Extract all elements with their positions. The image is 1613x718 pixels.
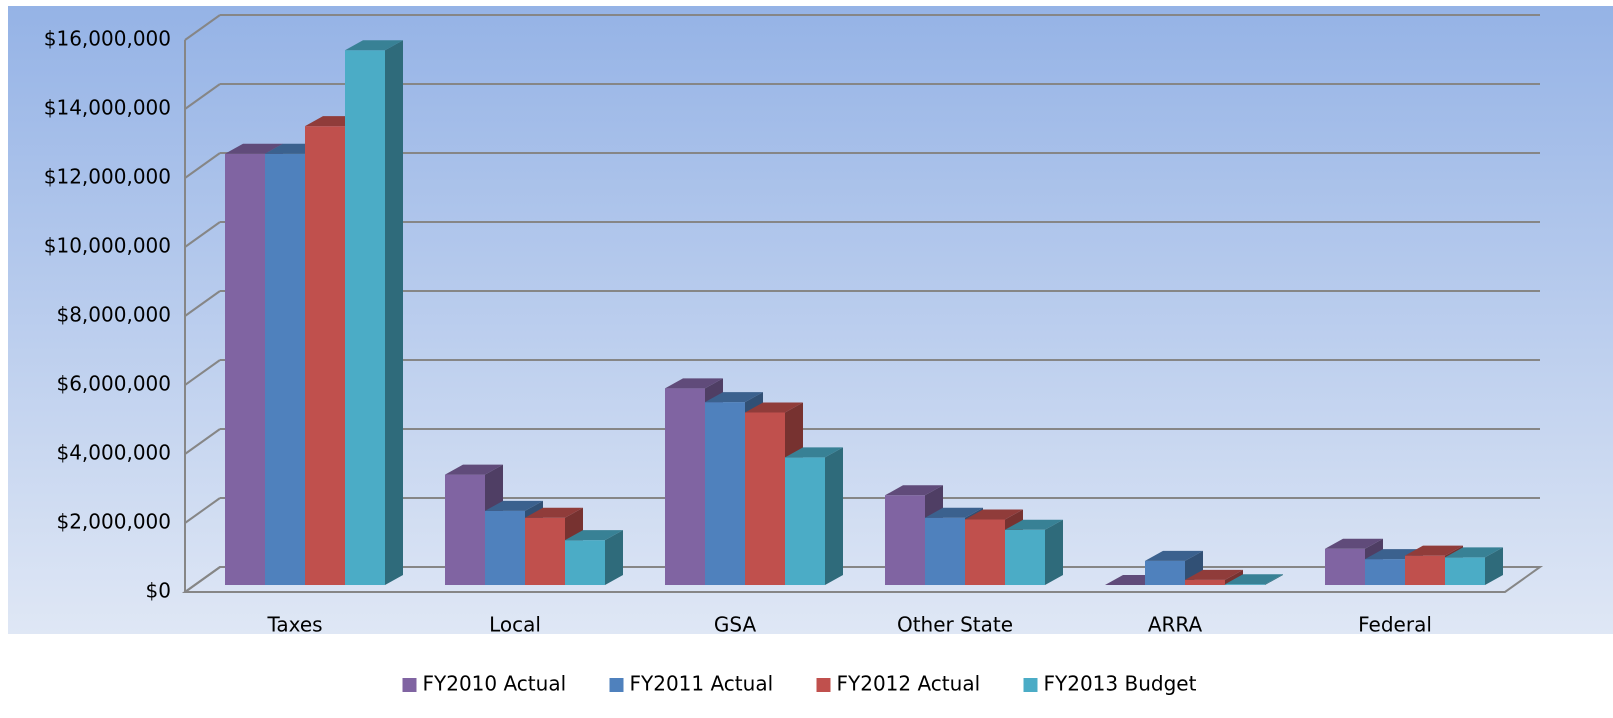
bar-top	[525, 507, 583, 518]
bar-top	[1405, 545, 1463, 556]
y-tick-label: $4,000,000	[56, 441, 171, 465]
bar-top	[1445, 547, 1503, 558]
bar-top	[485, 500, 543, 511]
bar-front	[525, 517, 565, 585]
y-tick-label: $14,000,000	[44, 96, 171, 120]
bar-front	[445, 474, 485, 585]
legend-swatch	[609, 678, 624, 692]
bar-top	[225, 143, 283, 154]
y-tick-label: $12,000,000	[44, 165, 171, 189]
bar-front	[565, 540, 605, 585]
bar-top	[665, 378, 723, 389]
bar-top	[885, 485, 943, 496]
bar-front	[305, 126, 345, 586]
legend-label: FY2010 Actual	[423, 672, 567, 696]
y-tick-label: $10,000,000	[44, 234, 171, 258]
bar-front	[925, 517, 965, 585]
bar-top	[1325, 538, 1383, 549]
bar-front	[1005, 529, 1045, 585]
side-grid-line	[184, 221, 221, 248]
legend-label: FY2011 Actual	[630, 672, 774, 696]
side-grid-line	[184, 83, 221, 110]
bar-side	[1485, 547, 1503, 585]
bar-side	[1045, 519, 1063, 585]
bar-top	[745, 402, 803, 413]
bar-side	[385, 40, 403, 585]
x-tick-label: GSA	[714, 613, 757, 637]
x-tick-label: Local	[489, 613, 541, 637]
x-tick-label: Federal	[1358, 613, 1432, 637]
bar-front	[965, 519, 1005, 585]
bar-top	[785, 447, 843, 458]
bar-front	[485, 510, 525, 585]
bar-side	[1265, 574, 1283, 585]
bar-top	[925, 507, 983, 518]
legend-swatch	[1023, 678, 1038, 692]
bar-front	[705, 402, 745, 585]
x-tick-label: Other State	[897, 613, 1013, 637]
bar-front	[265, 153, 305, 585]
bar-front	[1145, 560, 1185, 585]
bar-top	[1185, 569, 1243, 580]
bar-side	[1225, 569, 1243, 585]
y-tick-label: $16,000,000	[44, 27, 171, 51]
side-grid-line	[184, 359, 221, 386]
bar-front	[665, 388, 705, 585]
side-grid-line	[184, 14, 221, 41]
x-tick-label: ARRA	[1148, 613, 1203, 637]
y-tick-label: $0	[146, 579, 171, 603]
bar-front	[345, 50, 385, 585]
bar-front	[1405, 555, 1445, 585]
bar-front	[1445, 557, 1485, 585]
x-tick-label: Taxes	[266, 613, 322, 637]
bar-side	[825, 447, 843, 585]
bar-top	[565, 530, 623, 541]
side-grid-line	[184, 428, 221, 455]
bar-top	[965, 509, 1023, 520]
y-tick-label: $8,000,000	[56, 303, 171, 327]
bar-top	[345, 40, 403, 51]
legend-swatch	[816, 678, 831, 692]
bar-front	[1185, 579, 1225, 585]
bar-front	[1365, 559, 1405, 585]
bar-front	[1225, 584, 1265, 585]
bar-front	[745, 412, 785, 585]
bar-front	[225, 153, 265, 585]
side-grid-line	[184, 566, 221, 593]
legend-label: FY2013 Budget	[1044, 672, 1197, 696]
bar-side	[605, 530, 623, 585]
bar-front	[785, 457, 825, 585]
bar-top	[705, 392, 763, 403]
legend-swatch	[402, 678, 417, 692]
bar-top	[1225, 574, 1283, 585]
y-tick-label: $2,000,000	[56, 510, 171, 534]
y-tick-label: $6,000,000	[56, 372, 171, 396]
bar-top	[1145, 550, 1203, 561]
bar-front	[885, 495, 925, 585]
bar-front	[1325, 548, 1365, 585]
side-grid-line	[184, 290, 221, 317]
legend-label: FY2012 Actual	[837, 672, 981, 696]
bar-top	[1005, 519, 1063, 530]
side-grid-line	[184, 152, 221, 179]
bar-top	[445, 464, 503, 475]
side-grid-line	[184, 497, 221, 524]
